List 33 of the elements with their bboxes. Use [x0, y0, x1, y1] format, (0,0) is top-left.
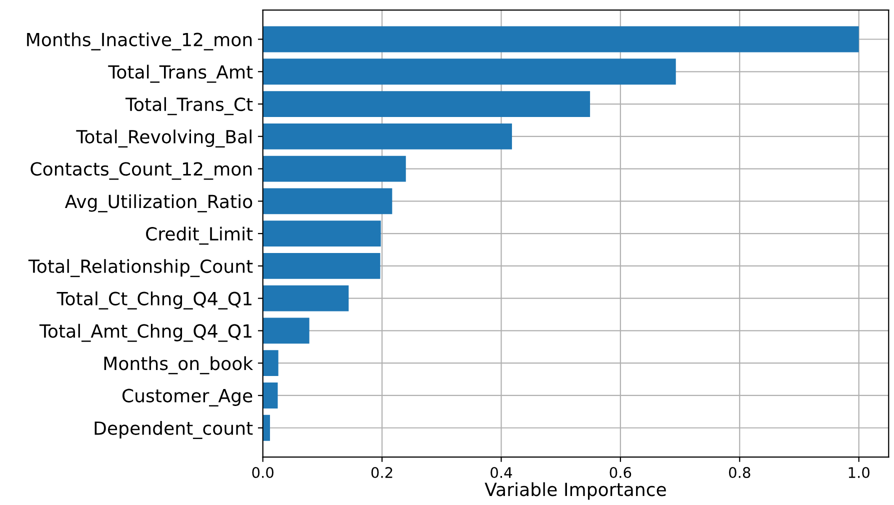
y-tick-label: Credit_Limit: [146, 226, 253, 245]
y-tick-label: Total_Amt_Chng_Q4_Q1: [39, 324, 252, 342]
bar: [262, 26, 859, 52]
bar: [262, 188, 392, 214]
x-tick-label: 0.4: [490, 467, 512, 478]
bar: [262, 318, 310, 344]
bar: [262, 252, 380, 279]
y-tick-label: Total_Trans_Amt: [108, 64, 253, 83]
y-tick-label: Avg_Utilization_Ratio: [64, 194, 252, 212]
y-tick-label: Contacts_Count_12_mon: [30, 162, 252, 180]
bar: [262, 285, 349, 312]
bar: [262, 414, 270, 441]
y-tick-label: Dependent_count: [94, 421, 253, 439]
y-tick-label: Total_Ct_Chng_Q4_Q1: [56, 291, 252, 310]
y-tick-label: Months_Inactive_12_mon: [27, 32, 252, 50]
y-tick-label: Total_Relationship_Count: [28, 259, 253, 278]
bar: [262, 58, 676, 85]
x-tick-label: 0.6: [610, 467, 632, 478]
bar: [262, 382, 278, 408]
x-axis-title: Variable Importance: [484, 482, 666, 500]
y-tick-label: Total_Trans_Ct: [125, 97, 253, 116]
x-tick-label: 1.0: [848, 467, 870, 478]
y-tick-label: Total_Revolving_Bal: [76, 130, 252, 148]
bar: [262, 123, 512, 150]
bar: [262, 220, 381, 247]
y-tick-label: Customer_Age: [122, 388, 252, 406]
y-tick-label: Months_on_book: [104, 356, 254, 374]
bar: [262, 156, 406, 182]
bar: [262, 91, 590, 117]
x-tick-label: 0.8: [729, 467, 750, 478]
bar: [262, 350, 278, 376]
x-tick-label: 0.2: [371, 467, 392, 478]
x-tick-label: 0.0: [252, 467, 274, 478]
